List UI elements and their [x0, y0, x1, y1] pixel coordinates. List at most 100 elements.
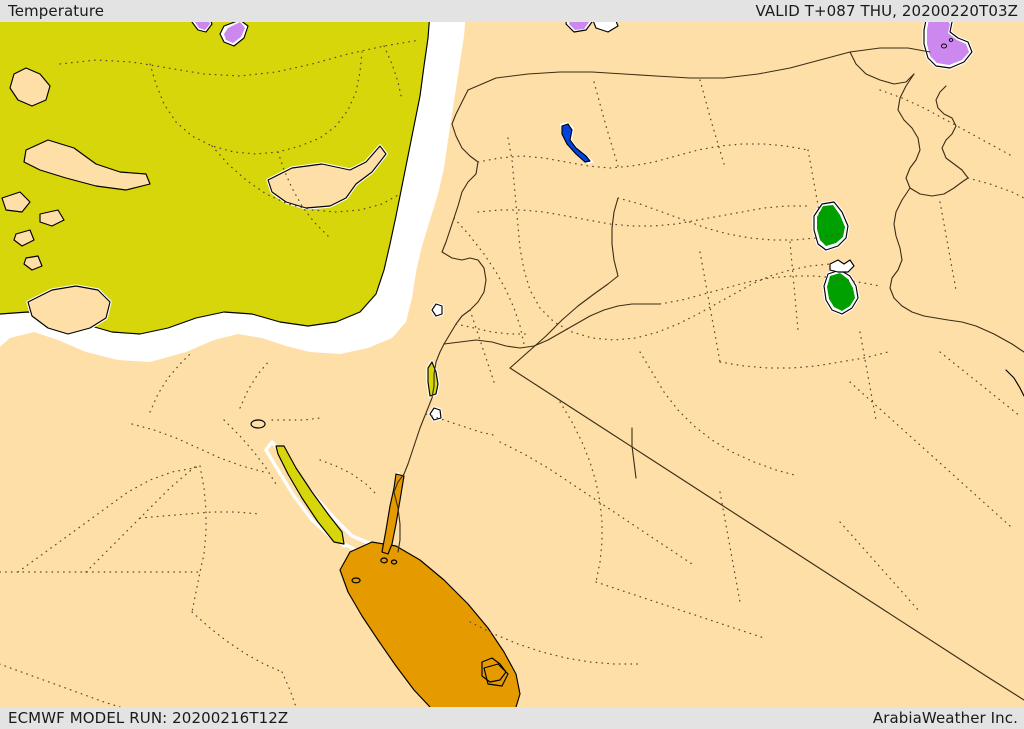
zagros-south-fill — [827, 273, 855, 311]
admin-egypt-13 — [0, 663, 121, 707]
admin-saudi-3 — [639, 351, 799, 477]
administrative-borders-group — [0, 39, 1024, 707]
admin-syria-2 — [507, 137, 831, 341]
lake-qattinah-fill — [430, 408, 441, 420]
admin-iraq-8 — [967, 177, 1024, 199]
brand-label: ArabiaWeather Inc. — [872, 709, 1018, 727]
red-sea-west-coastline — [339, 551, 431, 707]
admin-jordan-2 — [469, 309, 495, 383]
admin-egypt-9 — [223, 419, 277, 485]
dead-sea-fill — [428, 362, 438, 396]
aegean-peninsula-2 — [24, 140, 150, 190]
admin-egypt-6 — [191, 611, 283, 673]
international-borders-group — [393, 47, 1024, 701]
anatolia-violet-patch-3 — [569, 22, 589, 30]
lake-qattinah-group — [428, 406, 443, 422]
caucasus-outline — [923, 22, 973, 69]
zagros-south-outline — [823, 269, 859, 315]
caucasus-lake-sevan — [940, 43, 948, 49]
red-sea-saudi-coast-detail — [481, 657, 507, 683]
admin-jordan-3 — [425, 413, 499, 437]
admin-saudi-8 — [849, 381, 1011, 527]
mediterranean-sea-fill — [0, 22, 430, 334]
border-jordan-saudi — [443, 303, 661, 349]
sinai-islet-3 — [351, 577, 361, 584]
border-jordan-south — [393, 491, 401, 553]
caucasus-lake-small — [948, 38, 954, 42]
anatolia-violet-patches — [191, 22, 619, 47]
cyprus-island-group — [266, 144, 388, 210]
admin-egypt-8 — [131, 423, 265, 473]
caucasus-fill — [927, 22, 969, 65]
gulf-of-aqaba-outline — [381, 473, 405, 555]
red-sea-fill — [340, 542, 520, 707]
border-saudi-iraq — [509, 367, 1024, 701]
anatolia-violet-patch-3-outline — [565, 22, 593, 33]
aegean-island-b — [40, 210, 64, 226]
page-title: Temperature — [8, 2, 105, 20]
persian-gulf-corner — [1005, 369, 1024, 397]
aegean-island-d-outline — [23, 255, 43, 271]
sea-of-galilee-group — [430, 302, 444, 318]
zagros-white-patch-outline — [829, 259, 855, 273]
sinai-islet-1 — [380, 557, 388, 564]
aegean-coast-group — [1, 67, 151, 271]
lake-assad-outline — [561, 123, 591, 163]
admin-sinai-1 — [319, 459, 379, 497]
zagros-white-patch-group — [829, 259, 855, 273]
border-iraq-iran — [897, 73, 969, 197]
gulf-of-aqaba-fill — [382, 474, 404, 554]
admin-saudi-5 — [719, 491, 741, 603]
gulf-of-suez-fill — [276, 446, 344, 544]
admin-syria-1 — [477, 143, 809, 169]
border-iraq-iran-south — [889, 187, 1024, 353]
anatolia-violet-patch-2-outline — [219, 22, 249, 47]
aegean-peninsula-1-outline — [9, 67, 51, 107]
lake-qattinah-outline — [429, 407, 442, 421]
crete-fill — [28, 286, 110, 334]
misc-coastlines-group — [250, 369, 1024, 429]
lake-assad-group — [560, 122, 594, 164]
border-syria-coast-corner — [451, 89, 469, 125]
admin-egypt-12 — [271, 417, 321, 421]
border-turkey-syria — [467, 47, 931, 91]
zagros-white-patch-fill — [830, 260, 854, 272]
zagros-north-outline — [813, 201, 849, 251]
sinai-islet-2 — [390, 559, 398, 565]
valid-time-label: VALID T+087 THU, 20200220T03Z — [755, 2, 1018, 20]
gulf-of-suez-outline — [275, 445, 345, 545]
temperature-map-canvas[interactable] — [0, 22, 1024, 707]
admin-saudi-9 — [939, 351, 1021, 417]
border-kuwait-saudi — [631, 427, 637, 479]
aegean-peninsula-1 — [10, 68, 50, 106]
zagros-highland-north-group — [812, 200, 850, 252]
red-sea-group — [264, 440, 521, 707]
admin-saudi-4 — [595, 581, 765, 639]
admin-egypt-3 — [85, 465, 197, 573]
anatolia-violet-patch-1 — [195, 22, 210, 30]
nile-delta-lagoon — [250, 419, 266, 429]
anatolia-violet-patch-2 — [224, 22, 245, 43]
aegean-island-b-outline — [39, 209, 65, 227]
aegean-island-a-outline — [1, 191, 31, 213]
admin-saudi-2 — [559, 401, 603, 583]
zagros-north-fill — [817, 205, 845, 246]
anatolia-violet-patch-1-outline — [191, 22, 213, 33]
border-turkey-iraq — [849, 51, 915, 85]
model-run-label: ECMWF MODEL RUN: 20200216T12Z — [8, 709, 289, 727]
admin-iraq-2 — [659, 275, 881, 305]
sea-of-galilee-outline — [431, 303, 443, 317]
aegean-peninsula-2-outline — [23, 139, 151, 191]
lake-assad-fill — [562, 124, 590, 162]
header-bar: Temperature VALID T+087 THU, 20200220T03… — [0, 0, 1024, 22]
admin-iraq-9 — [879, 89, 1013, 157]
footer-bar: ECMWF MODEL RUN: 20200216T12Z ArabiaWeat… — [0, 707, 1024, 729]
aegean-island-d — [24, 256, 42, 270]
admin-anatolia-2 — [149, 51, 363, 155]
admin-iraq-3 — [699, 251, 721, 363]
cyprus-fill — [268, 146, 386, 208]
zagros-highland-south-group — [822, 268, 860, 316]
map-viewport[interactable] — [0, 22, 1024, 707]
border-syria-lebanon — [441, 123, 487, 345]
